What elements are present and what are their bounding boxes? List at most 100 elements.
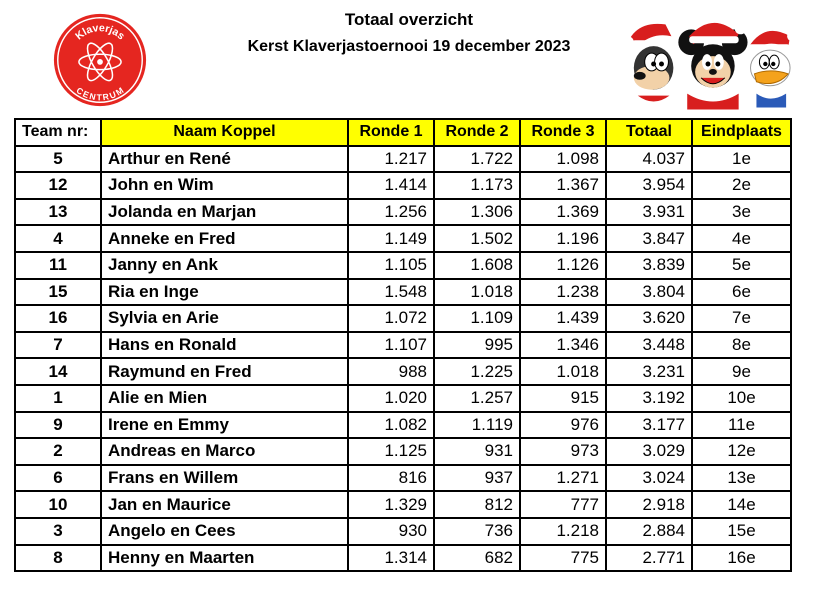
column-header-round-2: Ronde 2: [433, 118, 521, 147]
team-number: 9: [14, 410, 102, 440]
klaverjas-centrum-logo: Klaverjas CENTRUM: [53, 13, 147, 107]
round-1-score: 1.125: [347, 437, 435, 466]
round-2-score: 1.109: [433, 304, 521, 333]
round-1-score: 1.314: [347, 543, 435, 573]
couple-name: Janny en Ank: [100, 250, 349, 280]
final-place: 13e: [691, 463, 792, 493]
couple-name: Ria en Inge: [100, 277, 349, 307]
column-header-name: Naam Koppel: [100, 118, 349, 147]
round-3-score: 976: [519, 410, 607, 440]
round-2-score: 1.722: [433, 144, 521, 174]
round-3-score: 1.196: [519, 224, 607, 253]
round-2-score: 1.119: [433, 410, 521, 440]
column-header-place: Eindplaats: [691, 118, 792, 147]
couple-name: Angelo en Cees: [100, 516, 349, 546]
team-number: 13: [14, 197, 102, 227]
team-number: 8: [14, 543, 102, 573]
round-1-score: 1.072: [347, 304, 435, 333]
round-1-score: 1.107: [347, 330, 435, 360]
round-3-score: 1.126: [519, 250, 607, 280]
round-2-score: 1.502: [433, 224, 521, 253]
team-number: 14: [14, 357, 102, 386]
total-score: 3.931: [605, 197, 693, 227]
total-score: 4.037: [605, 144, 693, 174]
results-table: Team nr: Naam Koppel Ronde 1 Ronde 2 Ron…: [14, 118, 792, 573]
team-number: 7: [14, 330, 102, 360]
team-number: 5: [14, 144, 102, 174]
table-row: 2 Andreas en Marco 1.125 931 973 3.029 12e: [14, 437, 792, 466]
couple-name: Irene en Emmy: [100, 410, 349, 440]
logo-top-text: Klaverjas: [73, 22, 127, 42]
round-3-score: 915: [519, 383, 607, 413]
total-score: 2.918: [605, 490, 693, 519]
round-2-score: 682: [433, 543, 521, 573]
round-1-score: 1.149: [347, 224, 435, 253]
goofy-icon: [621, 23, 674, 102]
final-place: 4e: [691, 224, 792, 253]
final-place: 10e: [691, 383, 792, 413]
round-1-score: 1.414: [347, 171, 435, 200]
table-row: 11 Janny en Ank 1.105 1.608 1.126 3.839 5e: [14, 250, 792, 280]
round-1-score: 1.548: [347, 277, 435, 307]
round-1-score: 1.256: [347, 197, 435, 227]
round-1-score: 930: [347, 516, 435, 546]
table-row: 12 John en Wim 1.414 1.173 1.367 3.954 2e: [14, 171, 792, 200]
total-score: 3.954: [605, 171, 693, 200]
svg-text:Klaverjas: Klaverjas: [73, 22, 127, 42]
round-1-score: 988: [347, 357, 435, 386]
team-number: 3: [14, 516, 102, 546]
round-2-score: 812: [433, 490, 521, 519]
round-2-score: 1.225: [433, 357, 521, 386]
round-2-score: 1.257: [433, 383, 521, 413]
total-score: 3.839: [605, 250, 693, 280]
total-score: 3.620: [605, 304, 693, 333]
total-score: 2.771: [605, 543, 693, 573]
couple-name: Sylvia en Arie: [100, 304, 349, 333]
couple-name: Henny en Maarten: [100, 543, 349, 573]
round-3-score: 1.098: [519, 144, 607, 174]
couple-name: Frans en Willem: [100, 463, 349, 493]
final-place: 15e: [691, 516, 792, 546]
page-title: Totaal overzicht: [344, 10, 474, 29]
round-3-score: 1.369: [519, 197, 607, 227]
round-2-score: 931: [433, 437, 521, 466]
round-1-score: 1.329: [347, 490, 435, 519]
round-2-score: 736: [433, 516, 521, 546]
round-2-score: 937: [433, 463, 521, 493]
table-row: 3 Angelo en Cees 930 736 1.218 2.884 15e: [14, 516, 792, 546]
round-3-score: 1.218: [519, 516, 607, 546]
final-place: 1e: [691, 144, 792, 174]
team-number: 10: [14, 490, 102, 519]
table-row: 14 Raymund en Fred 988 1.225 1.018 3.231 9e: [14, 357, 792, 386]
team-number: 11: [14, 250, 102, 280]
final-place: 11e: [691, 410, 792, 440]
round-3-score: 973: [519, 437, 607, 466]
total-score: 3.804: [605, 277, 693, 307]
table-header-row: Team nr: Naam Koppel Ronde 1 Ronde 2 Ron…: [14, 118, 792, 147]
table-row: 6 Frans en Willem 816 937 1.271 3.024 13e: [14, 463, 792, 493]
round-1-score: 1.082: [347, 410, 435, 440]
table-row: 15 Ria en Inge 1.548 1.018 1.238 3.804 6e: [14, 277, 792, 307]
page-subtitle: Kerst Klaverjastoernooi 19 december 2023: [247, 38, 571, 55]
total-score: 3.024: [605, 463, 693, 493]
round-1-score: 1.217: [347, 144, 435, 174]
couple-name: Arthur en René: [100, 144, 349, 174]
mickey-icon: [678, 22, 748, 110]
christmas-characters-image: [621, 22, 796, 110]
table-row: 10 Jan en Maurice 1.329 812 777 2.918 14e: [14, 490, 792, 519]
round-2-score: 1.306: [433, 197, 521, 227]
round-3-score: 775: [519, 543, 607, 573]
final-place: 14e: [691, 490, 792, 519]
final-place: 2e: [691, 171, 792, 200]
round-3-score: 1.238: [519, 277, 607, 307]
round-1-score: 1.105: [347, 250, 435, 280]
team-number: 2: [14, 437, 102, 466]
final-place: 3e: [691, 197, 792, 227]
total-score: 3.192: [605, 383, 693, 413]
final-place: 6e: [691, 277, 792, 307]
round-2-score: 1.018: [433, 277, 521, 307]
total-score: 3.847: [605, 224, 693, 253]
column-header-round-3: Ronde 3: [519, 118, 607, 147]
total-score: 3.177: [605, 410, 693, 440]
couple-name: Andreas en Marco: [100, 437, 349, 466]
